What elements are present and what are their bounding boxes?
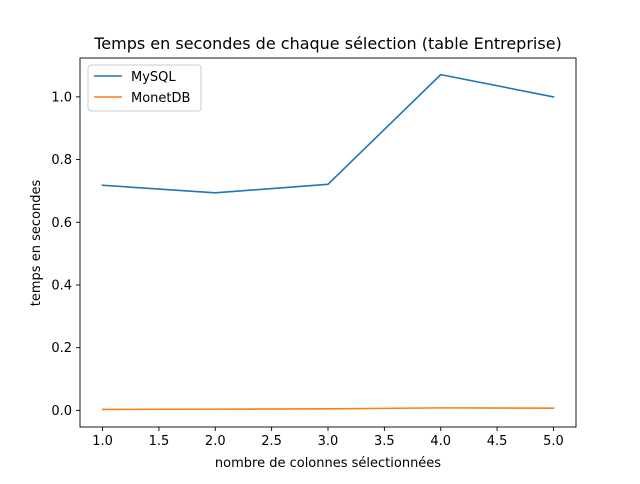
x-tick-label: 3.0 bbox=[318, 434, 339, 449]
x-tick-label: 4.0 bbox=[430, 434, 451, 449]
x-tick-label: 4.5 bbox=[487, 434, 508, 449]
plot-area: 1.0 1.5 2.0 2.5 3.0 3.5 4.0 4.5 5.0 0.0 0.2 0.4 0.6 0… bbox=[51, 57, 577, 449]
chart-title: Temps en secondes de chaque sélection (t… bbox=[93, 34, 562, 53]
x-tick-label: 1.5 bbox=[149, 434, 170, 449]
series-line-monetdb bbox=[101, 407, 555, 411]
legend: MySQL MonetDB bbox=[87, 64, 202, 112]
x-tick-label: 2.0 bbox=[205, 434, 226, 449]
legend-label-monetdb: MonetDB bbox=[131, 91, 190, 106]
x-tick-label: 3.5 bbox=[374, 434, 395, 449]
y-axis-label: temps en secondes bbox=[29, 180, 44, 307]
series-line-mysql bbox=[101, 73, 555, 194]
x-tick-label: 5.0 bbox=[543, 434, 564, 449]
y-tick-label: 0.8 bbox=[51, 153, 72, 168]
x-tick-label: 1.0 bbox=[92, 434, 113, 449]
y-tick-label: 0.6 bbox=[51, 216, 72, 231]
x-tick-label: 2.5 bbox=[261, 434, 282, 449]
y-tick-label: 0.4 bbox=[51, 278, 72, 293]
x-axis-label: nombre de colonnes sélectionnées bbox=[215, 456, 441, 471]
y-tick-label: 1.0 bbox=[51, 90, 72, 105]
legend-label-mysql: MySQL bbox=[131, 70, 176, 85]
y-tick-label: 0.0 bbox=[51, 404, 72, 419]
y-tick-label: 0.2 bbox=[51, 341, 72, 356]
